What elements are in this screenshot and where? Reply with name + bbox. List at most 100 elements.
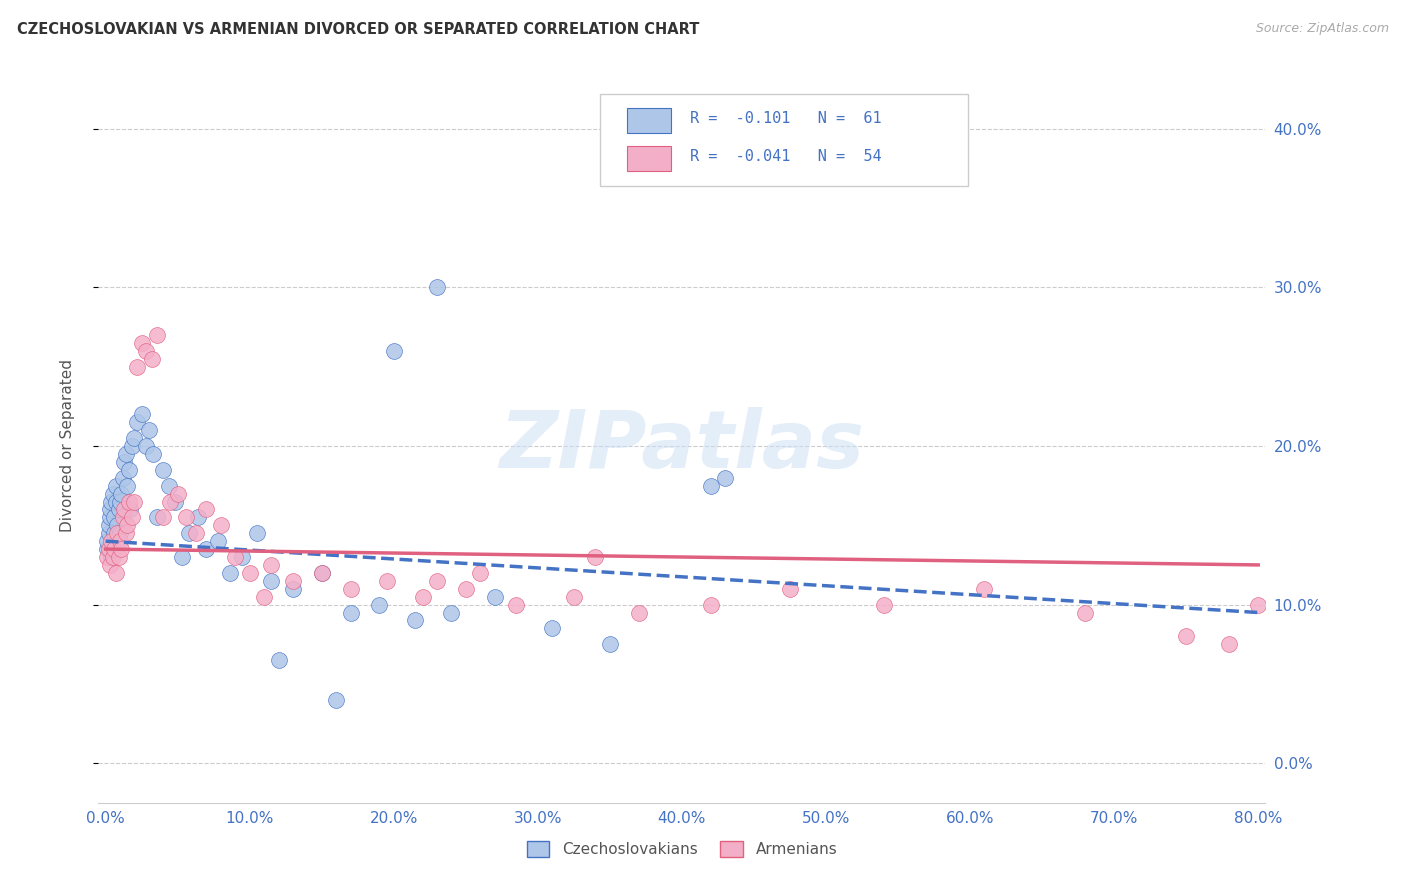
- Point: [339, 582, 361, 596]
- Point: [127, 359, 149, 374]
- Point: [104, 566, 127, 580]
- Point: [114, 526, 136, 541]
- FancyBboxPatch shape: [627, 108, 672, 133]
- Point: [124, 494, 146, 508]
- Point: [141, 351, 163, 366]
- Point: [146, 328, 169, 343]
- Point: [110, 542, 132, 557]
- Point: [382, 343, 405, 358]
- Point: [281, 582, 304, 596]
- Point: [973, 582, 995, 596]
- Point: [127, 415, 149, 429]
- Point: [170, 549, 193, 564]
- Point: [699, 598, 721, 612]
- Point: [505, 598, 527, 612]
- Point: [426, 574, 449, 588]
- Point: [98, 502, 121, 516]
- Text: CZECHOSLOVAKIAN VS ARMENIAN DIVORCED OR SEPARATED CORRELATION CHART: CZECHOSLOVAKIAN VS ARMENIAN DIVORCED OR …: [17, 22, 699, 37]
- Point: [112, 502, 135, 516]
- Point: [96, 542, 118, 557]
- Point: [110, 486, 132, 500]
- Point: [311, 566, 333, 580]
- Point: [115, 478, 138, 492]
- Point: [1074, 606, 1097, 620]
- Point: [97, 526, 120, 541]
- Point: [484, 590, 506, 604]
- Point: [104, 494, 127, 508]
- Legend: Czechoslovakians, Armenians: Czechoslovakians, Armenians: [520, 835, 844, 863]
- Point: [152, 510, 174, 524]
- Point: [207, 534, 229, 549]
- Point: [108, 494, 131, 508]
- Point: [101, 486, 124, 500]
- Point: [246, 526, 269, 541]
- Point: [699, 478, 721, 492]
- Point: [142, 447, 165, 461]
- Point: [253, 590, 276, 604]
- Point: [100, 494, 122, 508]
- Point: [454, 582, 477, 596]
- Point: [195, 542, 218, 557]
- Point: [96, 549, 118, 564]
- Point: [97, 542, 120, 557]
- Point: [114, 447, 136, 461]
- Point: [186, 526, 208, 541]
- Point: [111, 471, 134, 485]
- Point: [104, 478, 127, 492]
- Point: [118, 494, 141, 508]
- Point: [97, 518, 120, 533]
- Point: [224, 549, 246, 564]
- Point: [103, 542, 125, 557]
- Point: [105, 518, 128, 533]
- Point: [98, 558, 121, 572]
- Point: [111, 510, 134, 524]
- Point: [118, 463, 141, 477]
- Point: [187, 510, 209, 524]
- Point: [368, 598, 391, 612]
- Point: [627, 606, 650, 620]
- Point: [108, 534, 131, 549]
- Point: [585, 549, 607, 564]
- Text: R =  -0.101   N =  61: R = -0.101 N = 61: [690, 112, 882, 127]
- Point: [375, 574, 398, 588]
- Point: [404, 614, 426, 628]
- Point: [281, 574, 304, 588]
- FancyBboxPatch shape: [600, 95, 967, 186]
- Point: [100, 534, 122, 549]
- Point: [195, 502, 218, 516]
- Point: [260, 558, 283, 572]
- Point: [135, 439, 157, 453]
- Point: [426, 280, 449, 294]
- Point: [440, 606, 463, 620]
- Point: [103, 510, 125, 524]
- Point: [239, 566, 262, 580]
- Point: [872, 598, 894, 612]
- Point: [179, 526, 201, 541]
- Point: [325, 692, 347, 706]
- Point: [779, 582, 801, 596]
- Point: [267, 653, 290, 667]
- Point: [105, 526, 128, 541]
- Point: [105, 534, 128, 549]
- Point: [107, 502, 129, 516]
- Point: [121, 510, 143, 524]
- Point: [124, 431, 146, 445]
- Point: [1247, 598, 1270, 612]
- Text: Source: ZipAtlas.com: Source: ZipAtlas.com: [1256, 22, 1389, 36]
- FancyBboxPatch shape: [627, 146, 672, 171]
- Point: [100, 549, 122, 564]
- Point: [101, 549, 124, 564]
- Point: [159, 494, 181, 508]
- Text: ZIPatlas: ZIPatlas: [499, 407, 865, 485]
- Point: [121, 439, 143, 453]
- Point: [107, 549, 129, 564]
- Point: [108, 526, 131, 541]
- Point: [152, 463, 174, 477]
- Point: [115, 518, 138, 533]
- Point: [599, 637, 621, 651]
- Point: [339, 606, 361, 620]
- Point: [146, 510, 169, 524]
- Point: [96, 534, 118, 549]
- Point: [541, 621, 564, 635]
- Point: [260, 574, 283, 588]
